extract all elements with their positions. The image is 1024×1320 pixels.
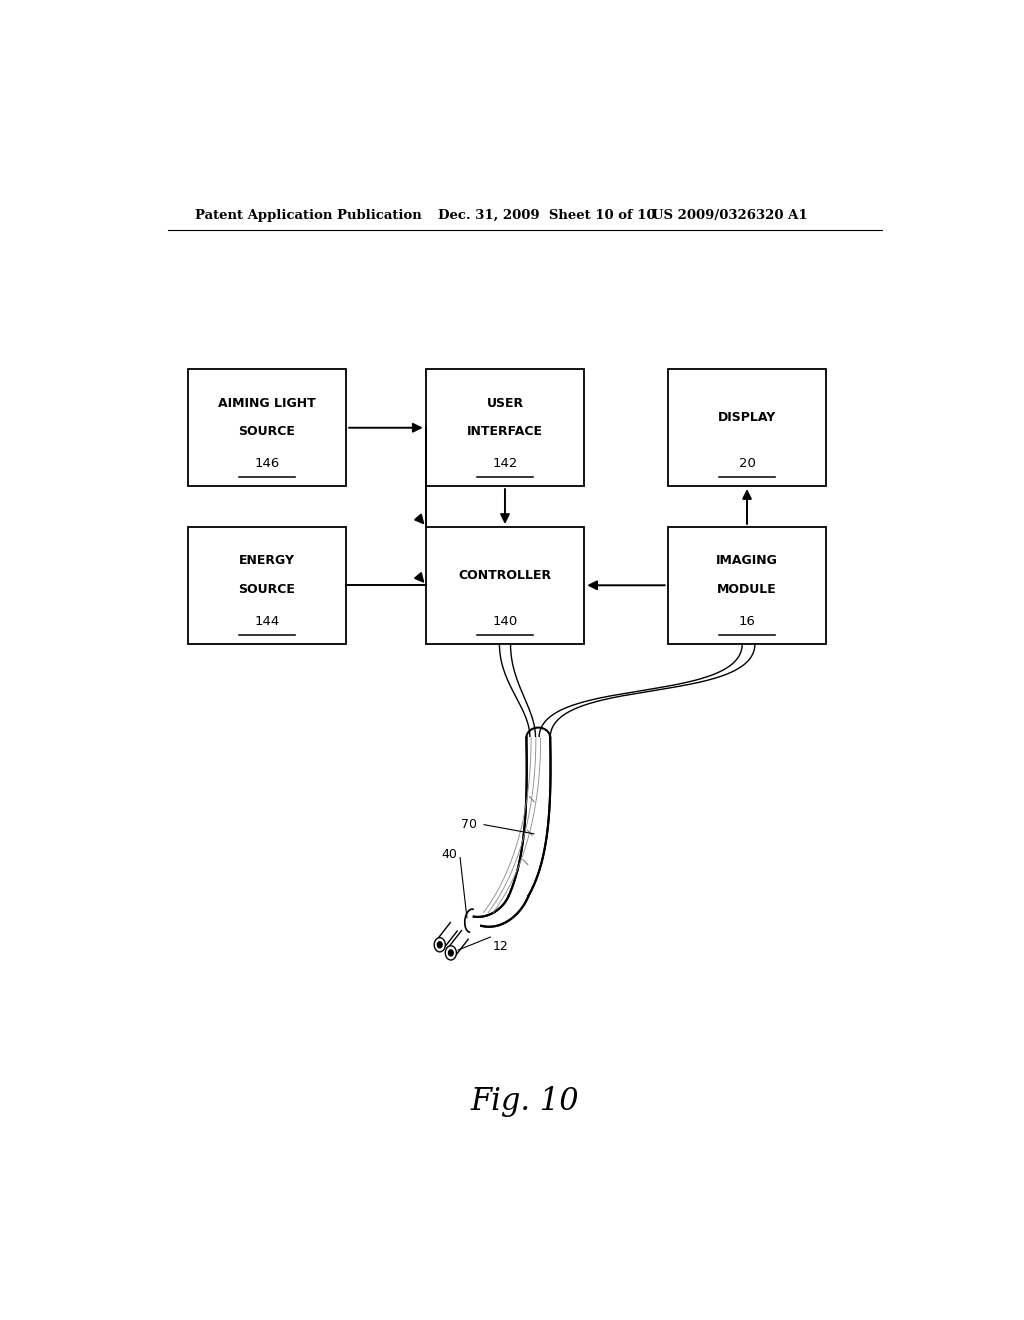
Text: 70: 70 xyxy=(461,817,477,830)
Text: 16: 16 xyxy=(738,615,756,628)
Text: Dec. 31, 2009  Sheet 10 of 10: Dec. 31, 2009 Sheet 10 of 10 xyxy=(437,209,655,222)
Text: SOURCE: SOURCE xyxy=(239,583,295,595)
Text: SOURCE: SOURCE xyxy=(239,425,295,438)
FancyBboxPatch shape xyxy=(668,370,826,486)
Text: 146: 146 xyxy=(254,457,280,470)
Polygon shape xyxy=(469,738,551,927)
FancyBboxPatch shape xyxy=(426,527,585,644)
Circle shape xyxy=(437,941,442,948)
Circle shape xyxy=(445,946,457,960)
Text: USER: USER xyxy=(486,397,523,409)
Circle shape xyxy=(449,950,454,956)
Circle shape xyxy=(434,937,445,952)
Text: 140: 140 xyxy=(493,615,517,628)
Text: 40: 40 xyxy=(441,849,458,861)
Text: 20: 20 xyxy=(738,457,756,470)
Text: 12: 12 xyxy=(494,940,509,953)
FancyBboxPatch shape xyxy=(426,370,585,486)
Text: IMAGING: IMAGING xyxy=(716,554,778,568)
Text: 144: 144 xyxy=(254,615,280,628)
Text: DISPLAY: DISPLAY xyxy=(718,411,776,424)
Text: Patent Application Publication: Patent Application Publication xyxy=(196,209,422,222)
Text: Fig. 10: Fig. 10 xyxy=(470,1086,580,1117)
Text: ENERGY: ENERGY xyxy=(239,554,295,568)
Text: CONTROLLER: CONTROLLER xyxy=(459,569,552,582)
FancyBboxPatch shape xyxy=(187,370,346,486)
Text: MODULE: MODULE xyxy=(717,583,777,595)
Polygon shape xyxy=(465,909,473,932)
Text: INTERFACE: INTERFACE xyxy=(467,425,543,438)
FancyBboxPatch shape xyxy=(668,527,826,644)
FancyBboxPatch shape xyxy=(187,527,346,644)
Text: AIMING LIGHT: AIMING LIGHT xyxy=(218,397,315,409)
Text: US 2009/0326320 A1: US 2009/0326320 A1 xyxy=(652,209,807,222)
Text: 142: 142 xyxy=(493,457,518,470)
